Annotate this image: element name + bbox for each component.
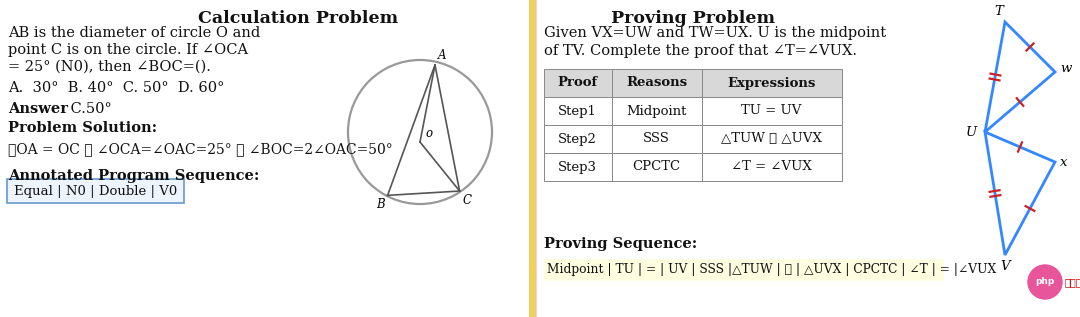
Text: of TV. Complete the proof that ∠T=∠VUX.: of TV. Complete the proof that ∠T=∠VUX.: [543, 44, 856, 58]
Text: Midpoint | TU | = | UV | SSS |△TUW | ≅ | △UVX | CPCTC | ∠T | = |∠VUX: Midpoint | TU | = | UV | SSS |△TUW | ≅ |…: [546, 263, 996, 276]
FancyBboxPatch shape: [543, 125, 611, 153]
FancyBboxPatch shape: [702, 125, 841, 153]
FancyBboxPatch shape: [611, 125, 702, 153]
Text: A.  30°  B. 40°  C. 50°  D. 60°: A. 30° B. 40° C. 50° D. 60°: [8, 81, 225, 95]
Text: ∴OA = OC ∴ ∠OCA=∠OAC=25° ∴ ∠BOC=2∠OAC=50°: ∴OA = OC ∴ ∠OCA=∠OAC=25° ∴ ∠BOC=2∠OAC=50…: [8, 142, 393, 156]
FancyBboxPatch shape: [6, 179, 184, 203]
Text: △TUW ≅ △UVX: △TUW ≅ △UVX: [721, 133, 822, 146]
Text: B: B: [376, 198, 384, 211]
Text: Proving Sequence:: Proving Sequence:: [543, 237, 697, 251]
Text: T: T: [994, 5, 1003, 18]
Text: w: w: [1059, 62, 1071, 75]
Text: V: V: [1000, 260, 1010, 273]
FancyBboxPatch shape: [543, 97, 611, 125]
Circle shape: [1028, 265, 1062, 299]
Text: 中文网: 中文网: [1065, 277, 1080, 287]
Text: Problem Solution:: Problem Solution:: [8, 121, 157, 135]
Text: Step1: Step1: [558, 105, 597, 118]
FancyBboxPatch shape: [611, 153, 702, 181]
Text: Midpoint: Midpoint: [626, 105, 687, 118]
FancyBboxPatch shape: [611, 97, 702, 125]
FancyBboxPatch shape: [702, 97, 841, 125]
Text: Step2: Step2: [558, 133, 597, 146]
Text: point C is on the circle. If ∠OCA: point C is on the circle. If ∠OCA: [8, 43, 248, 57]
Text: Answer: Answer: [8, 102, 68, 116]
Text: Proof: Proof: [557, 76, 597, 89]
FancyBboxPatch shape: [543, 153, 611, 181]
Text: Expressions: Expressions: [728, 76, 815, 89]
FancyBboxPatch shape: [611, 69, 702, 97]
Text: AB is the diameter of circle O and: AB is the diameter of circle O and: [8, 26, 260, 40]
FancyBboxPatch shape: [543, 259, 944, 281]
Text: TU = UV: TU = UV: [742, 105, 801, 118]
FancyBboxPatch shape: [702, 153, 841, 181]
Text: php: php: [1036, 277, 1055, 287]
Text: CPCTC: CPCTC: [633, 160, 680, 173]
Text: Calculation Problem: Calculation Problem: [198, 10, 397, 27]
Text: SSS: SSS: [644, 133, 670, 146]
Text: x: x: [1059, 156, 1067, 169]
Text: : C.50°: : C.50°: [60, 102, 111, 116]
Text: Given VX=UW and TW=UX. U is the midpoint: Given VX=UW and TW=UX. U is the midpoint: [543, 26, 886, 40]
FancyBboxPatch shape: [543, 69, 611, 97]
Text: Proving Problem: Proving Problem: [611, 10, 774, 27]
Text: ∠T = ∠VUX: ∠T = ∠VUX: [731, 160, 812, 173]
Text: Equal | N0 | Double | V0: Equal | N0 | Double | V0: [14, 184, 177, 197]
Text: A: A: [438, 49, 446, 62]
Text: = 25° (N0), then ∠BOC=().: = 25° (N0), then ∠BOC=().: [8, 60, 211, 74]
Text: C: C: [462, 194, 472, 207]
Text: Reasons: Reasons: [626, 76, 687, 89]
FancyBboxPatch shape: [529, 0, 536, 317]
Text: o: o: [426, 127, 432, 140]
Text: Annotated Program Sequence:: Annotated Program Sequence:: [8, 169, 259, 183]
Text: U: U: [966, 126, 977, 139]
Text: Step3: Step3: [558, 160, 597, 173]
FancyBboxPatch shape: [702, 69, 841, 97]
